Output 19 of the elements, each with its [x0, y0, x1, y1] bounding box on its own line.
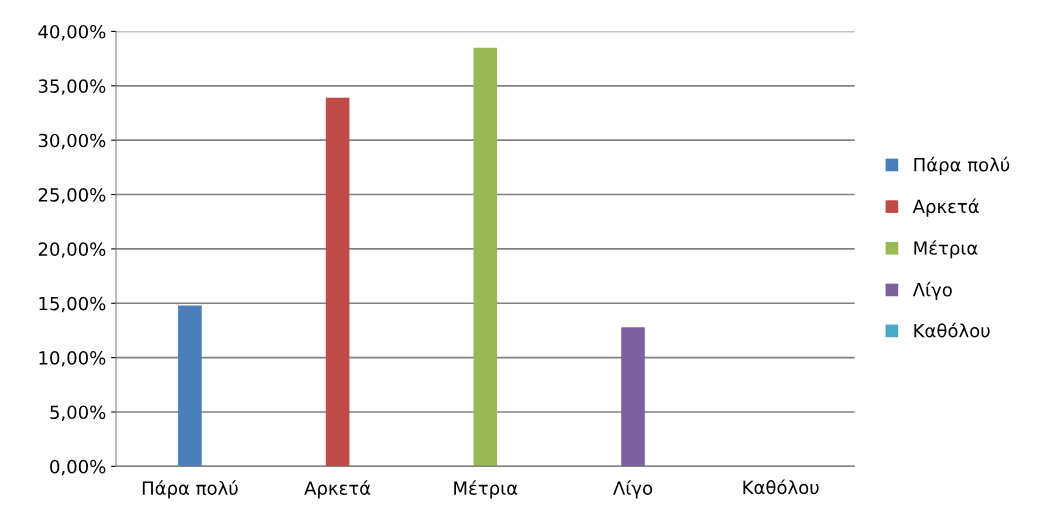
x-tick-label: Αρκετά	[304, 480, 371, 499]
x-tick-label: Μέτρια	[454, 480, 518, 499]
y-tick-label: 40,00%	[38, 24, 106, 41]
x-tick-label: Πάρα πολύ	[142, 480, 238, 499]
x-tick-label: Λίγο	[613, 480, 653, 499]
y-tick-label: 0,00%	[50, 459, 106, 476]
y-tick-label: 35,00%	[38, 79, 106, 95]
y-tick-label: 5,00%	[50, 405, 106, 421]
legend-label: Λίγο	[912, 281, 952, 301]
legend-label: Πάρα πολύ	[914, 156, 1010, 176]
legend-label: Μέτρια	[914, 240, 978, 259]
y-tick-label: 15,00%	[39, 296, 106, 313]
legend-label: Καθόλου	[914, 322, 990, 338]
x-tick-label: Καθόλου	[743, 479, 819, 495]
legend-label: Αρκετά	[912, 198, 979, 217]
y-tick-label: 25,00%	[38, 187, 106, 204]
y-tick-label: 10,00%	[39, 351, 106, 367]
y-tick-label: 20,00%	[38, 242, 106, 258]
y-tick-label: 30,00%	[38, 133, 106, 150]
